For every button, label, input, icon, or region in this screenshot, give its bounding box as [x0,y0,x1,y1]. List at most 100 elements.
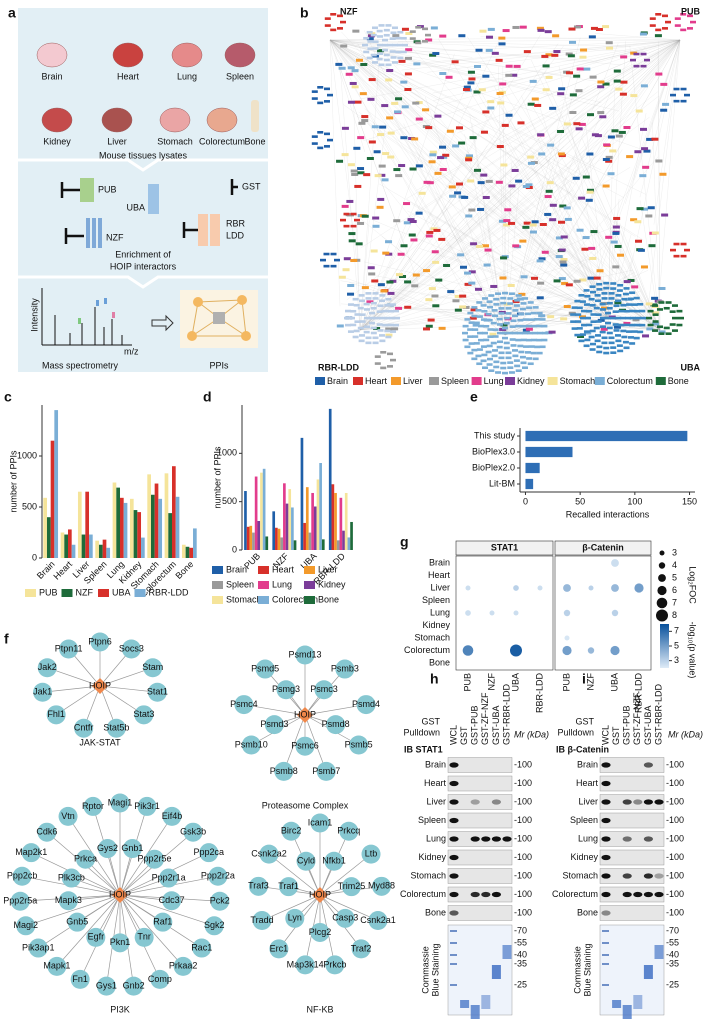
network-node [507,302,514,305]
network-node [634,323,641,327]
network-node [623,323,630,327]
row-label: Liver [578,796,598,806]
network-node [47,956,67,976]
network-node [630,316,636,320]
network-node [372,297,379,300]
row-label: Heart [576,778,599,788]
network-node [317,131,324,134]
network-node [459,265,467,269]
network-node [487,305,493,309]
y-tick-label: This study [474,430,516,440]
network-node [619,92,627,96]
network-node [481,244,489,248]
ppi-node [237,295,247,305]
network-edge [600,39,681,126]
legend-swatch [304,596,315,604]
network-node [539,318,546,321]
network-node [476,348,483,351]
network-edge [119,894,184,967]
size-marker: -70 [666,925,679,935]
caption: Mass spectrometry [42,360,119,370]
network-node [631,285,639,289]
network-node [58,891,78,911]
network-node [576,228,584,232]
network-node [600,306,608,310]
node-label: Pck2 [210,896,230,906]
network-edge [523,220,609,319]
network-node [385,24,392,27]
network-edge [357,43,506,336]
network-node [583,289,590,292]
network-node [382,152,390,156]
network-edge [319,853,372,896]
network-node [469,316,477,320]
network-node [387,155,395,159]
network-node [582,175,590,179]
network-node [613,69,621,73]
network-edge [504,43,619,336]
network-node [16,916,36,936]
bar [262,468,266,550]
network-node [398,59,406,63]
network-node [379,125,387,129]
network-node [584,338,591,342]
network-node [661,27,668,30]
network-edge [633,39,681,90]
network-node [542,64,550,68]
network-node [492,349,498,352]
node-label: Ptpn6 [88,636,112,646]
network-node [343,257,351,261]
network-node [500,366,507,370]
network-node [673,87,680,91]
network-node [538,257,546,261]
network-edge [351,70,661,331]
network-edge [329,39,473,58]
network-corner-label: NZF [340,6,358,16]
network-node [364,325,370,329]
network-node [690,20,696,24]
column-label: RBR-LDD [633,673,643,714]
pulldown-label: GST [421,716,440,726]
blot-band [470,891,480,898]
separator [18,158,268,172]
blot-strip [599,775,665,792]
network-node [340,20,346,24]
bar [181,544,186,558]
network-node [503,321,510,325]
network-node [601,292,608,295]
network-node [480,318,487,321]
network-node [350,323,357,327]
legend-swatch [212,566,223,574]
network-node [359,334,365,337]
node-label: Psmb8 [270,766,298,776]
network-node [473,90,481,94]
network-node [635,109,643,113]
network-edge [504,299,562,336]
network-node [520,324,527,328]
network-node [477,207,485,211]
mr-label: Mr (kDa) [668,729,703,739]
network-node [651,231,659,235]
network-edge [595,39,681,62]
network-node [137,796,157,816]
row-label: Kidney [422,620,450,630]
network-edge [329,39,489,280]
network-node [378,24,385,27]
network-node [493,297,500,301]
network-edge [472,124,506,336]
bar [98,544,103,558]
network-node [400,244,408,248]
network-node [374,316,380,320]
network-node [497,101,505,105]
size-marker: -25 [514,979,527,989]
network-edge [504,37,581,336]
ms-mark [96,300,99,306]
network-node [629,342,636,345]
ladder-band [450,963,457,965]
network-node [512,354,519,358]
network-node [480,304,487,307]
network-node [377,49,385,53]
network-node [37,658,57,678]
blot-strip [447,794,513,810]
network-node [532,306,539,309]
